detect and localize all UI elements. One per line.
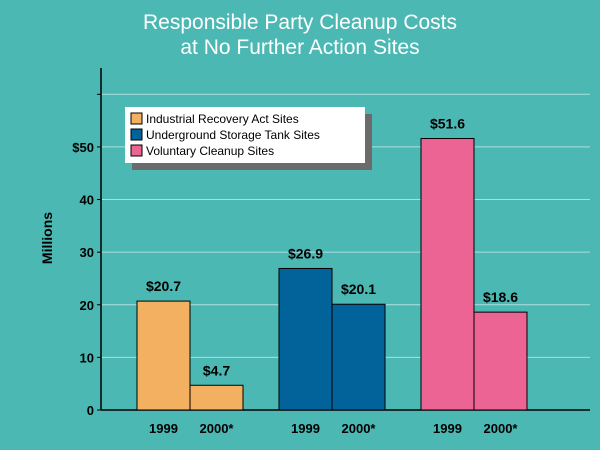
- bar-value-label: $51.6: [430, 116, 465, 132]
- legend-entry: Underground Storage Tank Sites: [146, 128, 320, 142]
- x-tick-label: 1999: [291, 421, 320, 436]
- bar: [278, 267, 333, 411]
- y-axis-label: Millions: [39, 212, 55, 264]
- legend: Industrial Recovery Act Sites Underground…: [125, 107, 372, 170]
- bar-value-label: $26.9: [288, 245, 323, 261]
- bar: [189, 384, 244, 411]
- y-tick-label: 10: [80, 350, 94, 365]
- legend-swatch: [130, 128, 143, 141]
- y-tick-label: 0: [87, 403, 94, 418]
- bar-value-label: $20.1: [341, 281, 376, 297]
- legend-entry: Voluntary Cleanup Sites: [146, 144, 274, 158]
- x-tick-label: 2000*: [200, 421, 235, 436]
- legend-entry: Industrial Recovery Act Sites: [146, 112, 299, 126]
- bar: [473, 311, 528, 411]
- x-tick-label: 2000*: [484, 421, 519, 436]
- chart-title-line-1: Responsible Party Cleanup Costs: [143, 11, 457, 34]
- tick-labels: 0 10 20 30 40 $50 1999 2000* 1999 2000* 1999 2000*: [72, 140, 518, 436]
- chart-title-line-2: at No Further Action Sites: [180, 36, 419, 59]
- bar: [331, 303, 386, 411]
- bar: [420, 138, 475, 411]
- bar-value-label: $18.6: [483, 289, 518, 305]
- legend-swatch: [130, 112, 143, 125]
- y-tick-label: 40: [80, 193, 94, 208]
- bar-value-label: $20.7: [146, 278, 181, 294]
- bar: [136, 300, 191, 411]
- bars: $20.7 $4.7 $26.9 $20.1 $51.6 $18.6: [136, 116, 528, 411]
- y-tick-label: 20: [80, 298, 94, 313]
- y-tick-label: $50: [72, 140, 94, 155]
- y-tick-label: 30: [80, 245, 94, 260]
- x-tick-label: 1999: [433, 421, 462, 436]
- bar-value-label: $4.7: [203, 362, 230, 378]
- x-tick-label: 2000*: [342, 421, 377, 436]
- x-tick-label: 1999: [149, 421, 178, 436]
- legend-box: [125, 107, 365, 163]
- legend-swatch: [130, 144, 143, 157]
